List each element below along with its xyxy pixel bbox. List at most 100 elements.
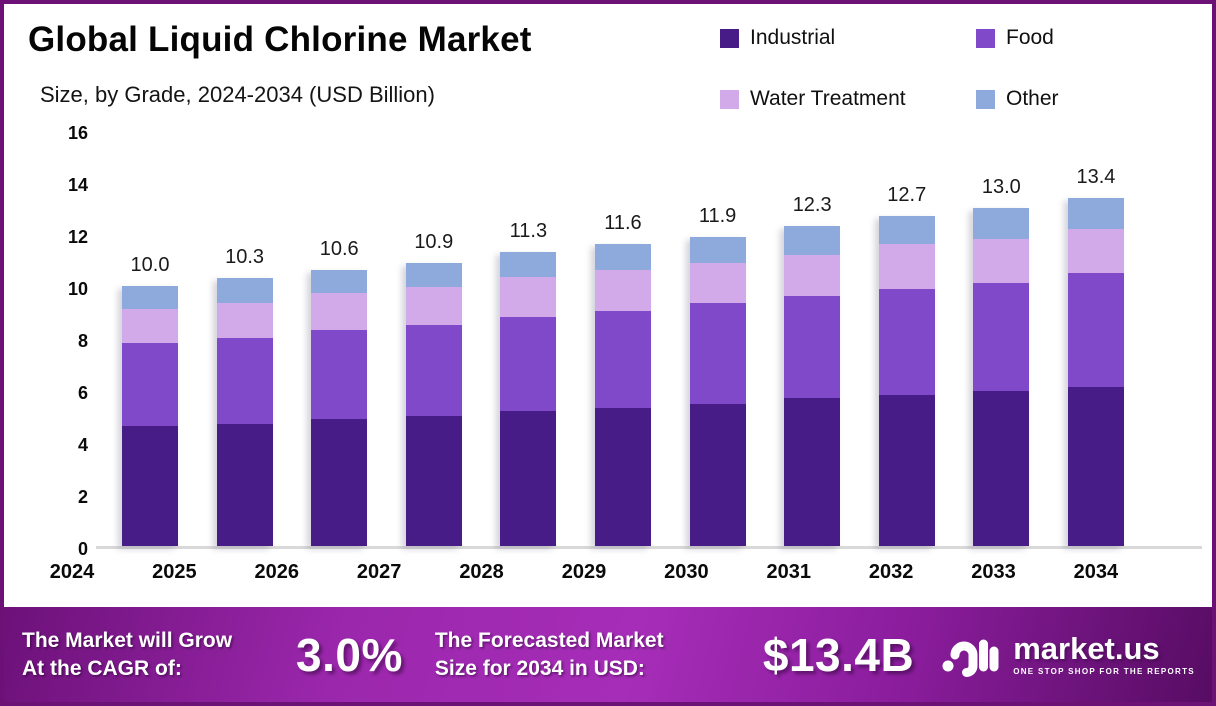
bar-segment-other-2032 [878, 215, 935, 245]
page-title: Global Liquid Chlorine Market [28, 20, 532, 59]
bar-segment-other-2029 [594, 244, 651, 271]
marketus-logo-text: market.us [1013, 631, 1160, 666]
forecast-label-line1: The Forecasted Market [434, 629, 664, 653]
bar-total-label-2028: 11.3 [509, 220, 548, 243]
x-tick-2027: 2027 [356, 561, 402, 583]
bar-segment-industrial-2034 [1067, 387, 1124, 546]
bar-2034 [1067, 197, 1124, 546]
legend-swatch-water-treatment-icon [720, 89, 739, 109]
bar-total-label-2026: 10.6 [319, 238, 359, 261]
bar-total-label-2034: 13.4 [1076, 165, 1116, 188]
x-tick-2031: 2031 [766, 561, 811, 583]
cagr-label-line1: The Market will Grow [22, 629, 233, 653]
legend: Industrial Food Water Treatment Other [720, 26, 1059, 111]
bar-column-2029: 11.6 [594, 133, 651, 546]
bar-segment-food-2028 [500, 317, 557, 411]
bar-segment-food-2024 [122, 343, 178, 427]
bar-2031 [784, 226, 841, 546]
bar-segment-food-2026 [311, 330, 368, 419]
bar-column-2028: 11.3 [500, 133, 557, 546]
legend-swatch-food-icon [976, 28, 995, 48]
bar-segment-other-2026 [311, 270, 368, 293]
bar-segment-industrial-2029 [594, 408, 651, 546]
bottom-banner: The Market will Grow At the CAGR of: 3.0… [4, 607, 1212, 702]
bar-segment-food-2034 [1067, 273, 1124, 388]
plot-area: 10.0 10.3 10.6 10.9 11.3 11.6 11.9 12.3 12.7 13.0… [96, 133, 1202, 549]
bar-total-label-2031: 12.3 [792, 194, 832, 217]
y-tick-4: 4 [77, 435, 88, 455]
marketus-logo-icon [942, 639, 999, 677]
bar-segment-water-treatment-2032 [878, 244, 935, 289]
bar-segment-water-treatment-2028 [500, 276, 557, 318]
x-tick-2032: 2032 [868, 561, 914, 583]
bar-segment-water-treatment-2031 [784, 254, 841, 297]
bar-segment-industrial-2025 [216, 423, 273, 546]
bar-total-label-2024: 10.0 [130, 254, 170, 277]
stacked-bar-chart: 0 2 4 6 8 10 12 14 16 10.0 10.3 10.6 10.9 11.3 11.6 11… [18, 123, 1202, 584]
forecast-label: The Forecasted Market Size for 2034 in U… [435, 627, 755, 682]
bar-total-label-2033: 13.0 [981, 176, 1021, 199]
x-tick-2028: 2028 [459, 561, 504, 583]
bar-column-2032: 12.7 [878, 133, 935, 546]
bar-segment-industrial-2027 [405, 416, 462, 546]
y-tick-12: 12 [67, 227, 88, 247]
bar-column-2034: 13.4 [1067, 133, 1124, 546]
y-tick-10: 10 [67, 279, 88, 299]
y-tick-0: 0 [77, 539, 88, 559]
y-tick-14: 14 [67, 175, 88, 195]
bar-total-label-2030: 11.9 [698, 204, 737, 227]
x-tick-2033: 2033 [971, 561, 1016, 583]
y-tick-6: 6 [77, 383, 88, 403]
bar-segment-other-2033 [973, 208, 1030, 240]
bar-column-2027: 10.9 [405, 133, 462, 546]
legend-item-other: Other [976, 87, 1059, 111]
cagr-label-line2: At the CAGR of: [22, 656, 182, 680]
legend-label-food: Food [1006, 26, 1054, 49]
legend-swatch-industrial-icon [720, 28, 739, 48]
x-tick-2024: 2024 [49, 561, 95, 583]
bar-segment-other-2028 [500, 252, 557, 277]
bar-2033 [973, 208, 1030, 546]
page-subtitle: Size, by Grade, 2024-2034 (USD Billion) [40, 82, 435, 107]
bar-2027 [405, 262, 462, 546]
x-tick-2034: 2034 [1073, 561, 1119, 583]
legend-label-industrial: Industrial [750, 26, 836, 49]
bar-segment-water-treatment-2027 [405, 287, 462, 325]
y-tick-8: 8 [77, 331, 88, 351]
bar-segment-water-treatment-2026 [311, 292, 368, 331]
bar-column-2030: 11.9 [689, 133, 746, 546]
bar-segment-other-2024 [122, 286, 178, 310]
x-tick-2026: 2026 [254, 561, 300, 583]
bar-2032 [878, 215, 935, 546]
bar-total-label-2029: 11.6 [604, 212, 642, 235]
bar-segment-water-treatment-2025 [216, 302, 273, 339]
x-tick-2029: 2029 [561, 561, 607, 583]
bar-segment-industrial-2028 [500, 410, 557, 546]
bar-segment-other-2027 [405, 262, 462, 288]
bar-segment-food-2027 [405, 325, 462, 416]
bar-segment-food-2029 [594, 310, 651, 409]
bar-segment-industrial-2026 [311, 418, 368, 546]
marketus-logo: market.us ONE STOP SHOP FOR THE REPORTS [942, 631, 1195, 679]
bar-segment-other-2025 [216, 278, 273, 303]
marketus-logo-tagline: ONE STOP SHOP FOR THE REPORTS [1013, 667, 1195, 676]
bar-segment-water-treatment-2033 [973, 239, 1030, 284]
bar-segment-other-2030 [689, 236, 746, 263]
bar-column-2024: 10.0 [122, 133, 178, 546]
forecast-value: $13.4B [762, 628, 915, 681]
cagr-label: The Market will Grow At the CAGR of: [22, 627, 296, 682]
bar-total-label-2025: 10.3 [225, 246, 265, 269]
bar-segment-industrial-2032 [878, 395, 935, 546]
y-axis: 0 2 4 6 8 10 12 14 16 [18, 123, 96, 559]
legend-item-water-treatment: Water Treatment [720, 87, 976, 111]
bar-column-2026: 10.6 [311, 133, 368, 546]
bar-segment-water-treatment-2030 [689, 262, 746, 303]
cagr-value: 3.0% [296, 628, 403, 681]
bar-segment-other-2031 [784, 226, 841, 255]
legend-label-other: Other [1006, 87, 1059, 110]
x-tick-2030: 2030 [664, 561, 709, 583]
bar-2024 [122, 286, 178, 546]
x-tick-2025: 2025 [152, 561, 197, 583]
bar-segment-water-treatment-2034 [1067, 228, 1124, 274]
